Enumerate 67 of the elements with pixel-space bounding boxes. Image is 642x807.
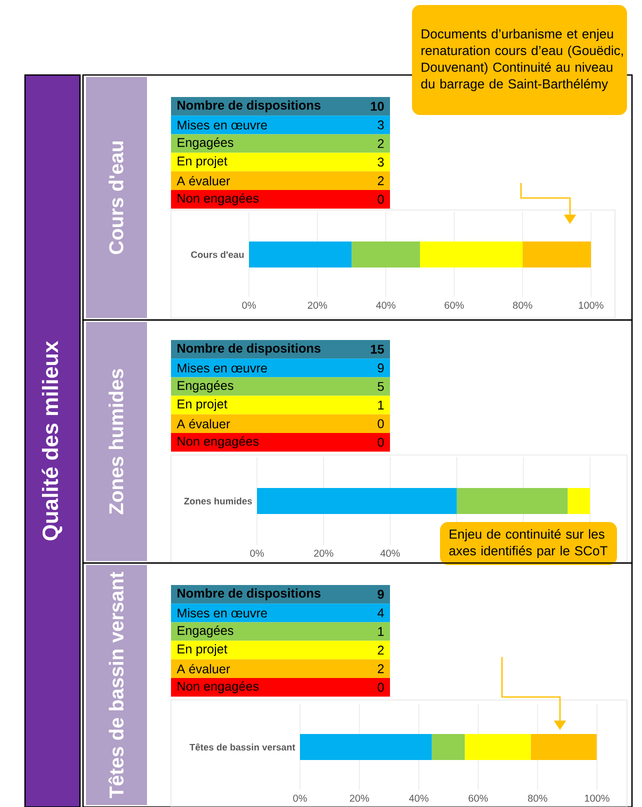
- data-label: 0: [378, 682, 384, 692]
- text: Qualité des milieux: [42, 340, 62, 540]
- category-label: En projet: [178, 399, 228, 412]
- data-label: 1: [378, 627, 384, 636]
- data-label: 5: [378, 382, 384, 391]
- text: Nombre de dispositions: [178, 343, 320, 356]
- x-tick-label: 20%: [350, 794, 370, 802]
- data-label: 0: [378, 194, 384, 204]
- bar: [522, 242, 591, 268]
- category-label: A évaluer: [176, 176, 230, 186]
- data-label: 0: [378, 438, 384, 447]
- category-label: Engagées: [178, 626, 234, 638]
- data-label: 3: [378, 120, 384, 130]
- y-tick-label: Cours d'eau: [191, 251, 244, 258]
- bar: [568, 488, 590, 514]
- category-label: Mises en œuvre: [178, 363, 267, 373]
- x-tick-label: 100%: [584, 794, 610, 802]
- x-tick-label: 0%: [242, 302, 256, 309]
- data-label: 1: [378, 400, 384, 410]
- bar: [352, 242, 420, 268]
- text: 10: [370, 102, 384, 111]
- data-label: 2: [378, 176, 384, 186]
- category-label: Engagées: [178, 380, 234, 392]
- bar: [249, 242, 352, 268]
- bar: [464, 734, 531, 760]
- chart-title: Cours d'eau: [108, 141, 124, 254]
- data-label: 0: [378, 419, 384, 428]
- category-label: Non engagées: [178, 681, 259, 694]
- data-label: 3: [378, 158, 384, 167]
- category-label: Non engagées: [178, 436, 259, 448]
- text: Documents d’urbanisme et enjeu renaturation cours d’eau (Gouëdic, Douvenant) Continuité au niveau du barrage de Saint-Barthélémy: [421, 28, 623, 92]
- bar: [432, 734, 465, 760]
- x-tick-label: 100%: [578, 302, 604, 309]
- bar: [530, 734, 597, 760]
- x-tick-label: 40%: [380, 550, 400, 557]
- x-tick-label: 80%: [513, 302, 532, 309]
- x-tick-label: 20%: [308, 302, 328, 309]
- x-tick-label: 20%: [314, 550, 334, 557]
- data-label: 2: [378, 664, 384, 674]
- x-tick-label: 40%: [409, 794, 428, 802]
- text: 9: [378, 590, 384, 599]
- data-label: 4: [378, 608, 384, 618]
- x-tick-label: 0%: [293, 794, 307, 802]
- x-tick-label: 80%: [528, 794, 548, 802]
- x-tick-label: 60%: [468, 794, 488, 802]
- x-tick-label: 0%: [250, 550, 264, 557]
- category-label: Mises en œuvre: [178, 120, 267, 130]
- data-label: 2: [378, 646, 384, 655]
- category-label: A évaluer: [176, 664, 230, 674]
- annotation: Enjeu de continuité sur les axes identifiés par le SCoT: [449, 529, 608, 558]
- category-label: Mises en œuvre: [178, 608, 267, 618]
- category-label: En projet: [178, 156, 228, 168]
- x-tick-label: 60%: [444, 302, 464, 309]
- text: Nombre de dispositions: [178, 588, 320, 600]
- data-label: 2: [378, 139, 384, 148]
- text: Nombre de dispositions: [178, 100, 320, 112]
- bar: [456, 488, 568, 514]
- bar: [256, 488, 457, 514]
- bar: [420, 242, 523, 268]
- bar: [300, 734, 432, 760]
- category-label: En projet: [178, 644, 228, 656]
- category-label: A évaluer: [176, 418, 230, 428]
- x-tick-label: 40%: [376, 302, 396, 309]
- category-label: Engagées: [178, 138, 234, 150]
- data-label: 9: [378, 363, 384, 372]
- category-label: Non engagées: [178, 193, 259, 206]
- text: 15: [370, 344, 384, 354]
